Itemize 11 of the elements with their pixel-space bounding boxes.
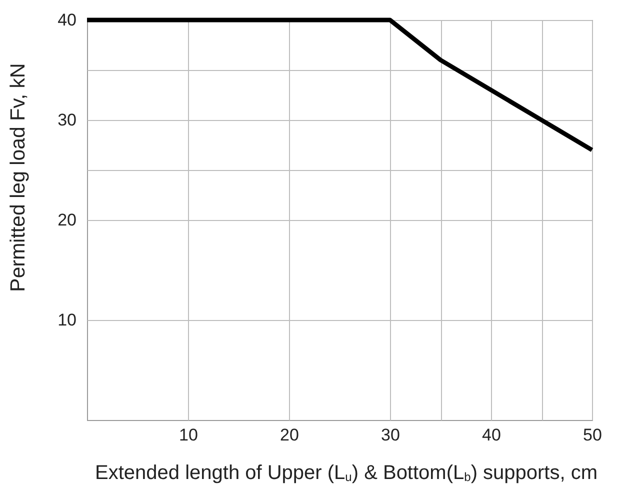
x-tick-label: 10 xyxy=(179,426,198,444)
x-tick-label: 40 xyxy=(482,426,501,444)
y-axis-title: Permitted leg load Fv, kN xyxy=(6,63,30,292)
y-tick-label: 30 xyxy=(58,110,76,130)
x-tick-label: 30 xyxy=(381,426,400,444)
x-axis-title: Extended length of Upper (L$_{u}$) & Bottom(L$_{b}$) supports, cm xyxy=(95,462,598,484)
x-tick-label: 20 xyxy=(280,426,299,444)
y-tick-label: 40 xyxy=(58,10,76,30)
y-tick-label: 10 xyxy=(58,310,76,330)
y-tick-label: 20 xyxy=(58,210,76,230)
x-tick-label: 50 xyxy=(583,426,602,444)
